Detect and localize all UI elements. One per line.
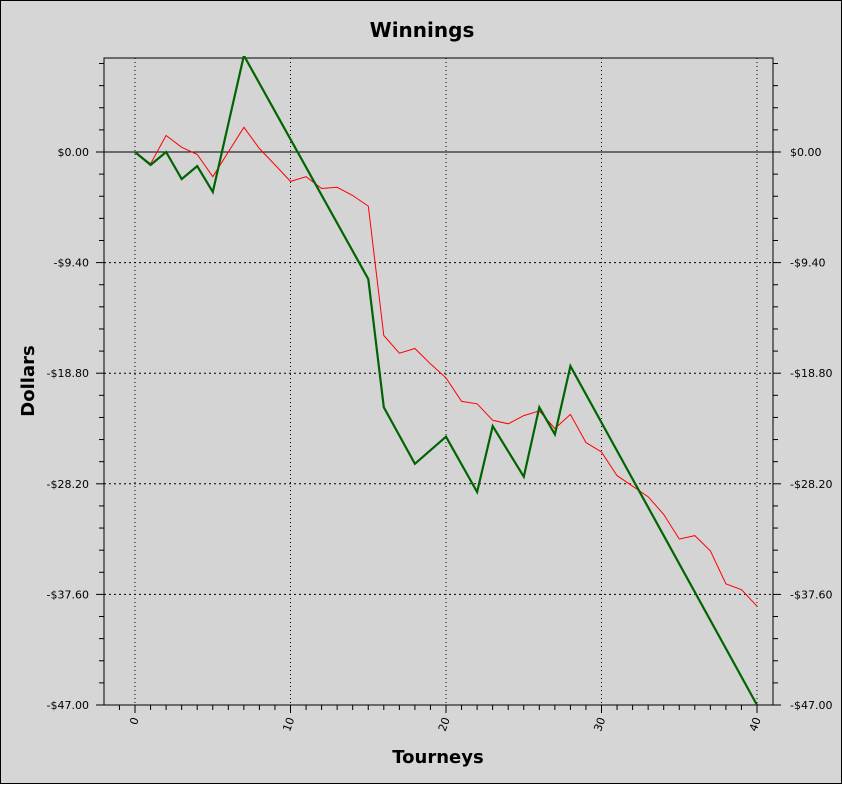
y-tick-label-left: -$9.40 (54, 257, 89, 270)
y-axis-title: Dollars (18, 345, 39, 416)
y-tick-label-right: -$37.60 (790, 588, 832, 601)
x-tick-label: 0 (127, 716, 142, 727)
x-tick-label: 10 (280, 716, 297, 734)
x-axis-title: Tourneys (392, 747, 483, 768)
y-tick-label-left: -$28.20 (47, 478, 89, 491)
chart-title: Winnings (370, 18, 475, 42)
y-tick-label-left: $0.00 (58, 146, 90, 159)
y-tick-label-left: -$37.60 (47, 588, 89, 601)
plot-border (103, 57, 774, 706)
plot-area (104, 58, 773, 705)
y-tick-label-right: -$28.20 (790, 478, 832, 491)
x-tick-label: 30 (591, 716, 608, 734)
plot-layer (96, 57, 781, 713)
y-tick-label-right: -$18.80 (790, 367, 832, 380)
x-tick-label: 40 (747, 716, 764, 734)
y-tick-label-left: -$47.00 (47, 699, 89, 712)
y-tick-label-right: -$9.40 (790, 257, 825, 270)
x-tick-label: 20 (436, 716, 453, 734)
y-tick-label-left: -$18.80 (47, 367, 89, 380)
y-tick-label-right: $0.00 (790, 146, 822, 159)
y-tick-label-right: -$47.00 (790, 699, 832, 712)
series-line-green (134, 56, 758, 706)
series-line-red (134, 126, 758, 607)
